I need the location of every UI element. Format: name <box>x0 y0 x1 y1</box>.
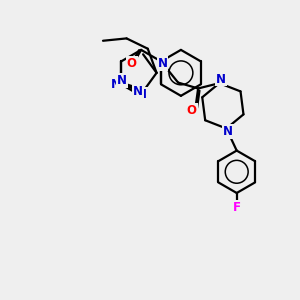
Text: N: N <box>133 85 143 98</box>
Text: O: O <box>127 57 137 70</box>
Text: N: N <box>216 73 226 85</box>
Text: N: N <box>158 57 167 70</box>
Text: N: N <box>137 88 147 101</box>
Text: N: N <box>111 78 121 91</box>
Text: N: N <box>117 74 127 87</box>
Text: N: N <box>223 125 233 138</box>
Text: F: F <box>233 201 241 214</box>
Text: O: O <box>187 104 196 117</box>
